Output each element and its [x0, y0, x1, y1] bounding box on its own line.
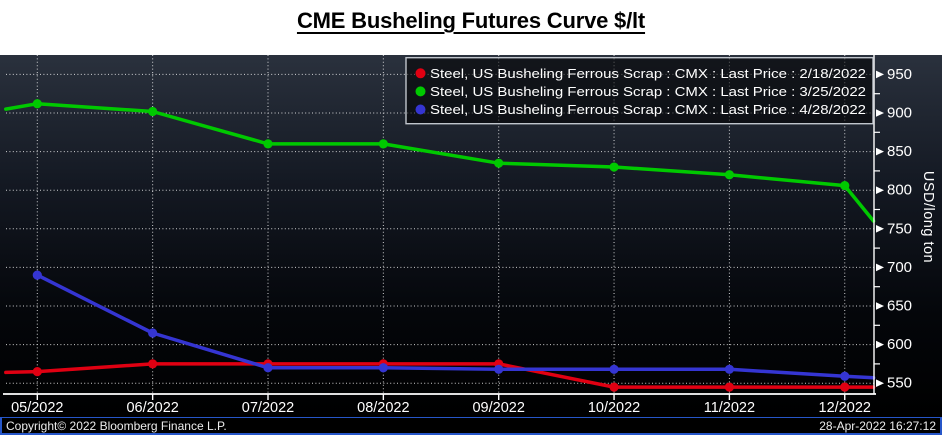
y-tick-label-600: 600: [887, 336, 912, 353]
y-tick-arrow-650: [876, 302, 884, 310]
y-tick-arrow-900: [876, 109, 884, 117]
y-axis-title: USD/long ton: [920, 171, 936, 263]
x-tick-label-12/2022: 12/2022: [819, 400, 871, 416]
data-point-0-06/2022: [148, 359, 158, 369]
axes: [3, 55, 876, 395]
x-tick-label-09/2022: 09/2022: [472, 400, 524, 416]
x-tick-label-07/2022: 07/2022: [242, 400, 294, 416]
legend-item-0[interactable]: Steel, US Busheling Ferrous Scrap : CMX …: [415, 66, 867, 81]
data-point-2-07/2022: [263, 363, 273, 373]
y-tick-arrow-850: [876, 147, 884, 156]
y-tick-label-900: 900: [887, 105, 912, 122]
y-tick-label-700: 700: [887, 259, 912, 276]
data-point-0-12/2022: [840, 382, 850, 392]
y-tick-label-950: 950: [887, 66, 912, 83]
data-point-0-05/2022: [32, 367, 42, 377]
data-point-2-12/2022: [840, 371, 850, 381]
y-tick-arrow-950: [876, 70, 884, 79]
copyright-text: Copyright© 2022 Bloomberg Finance L.P.: [6, 418, 227, 433]
y-tick-arrow-600: [876, 340, 884, 349]
y-tick-label-550: 550: [887, 375, 912, 392]
x-tick-label-06/2022: 06/2022: [126, 400, 178, 416]
series-line-1: [4, 101, 876, 223]
data-point-2-10/2022: [609, 364, 619, 374]
data-point-2-08/2022: [378, 363, 388, 373]
legend: Steel, US Busheling Ferrous Scrap : CMX …: [405, 57, 874, 125]
data-point-1-09/2022: [494, 158, 504, 168]
data-point-1-06/2022: [148, 106, 158, 117]
data-point-2-05/2022: [32, 270, 42, 280]
legend-item-2[interactable]: Steel, US Busheling Ferrous Scrap : CMX …: [415, 102, 867, 117]
series-1: [4, 99, 876, 223]
series-2: [32, 270, 876, 381]
y-tick-label-850: 850: [887, 143, 912, 160]
series-line-0: [4, 362, 876, 389]
legend-box: [405, 57, 874, 125]
y-tick-arrow-700: [876, 263, 884, 272]
y-tick-label-650: 650: [887, 298, 912, 315]
futures-curve-chart: 550 600 650 700 750 800 850 900 950 05/2022 06/202…: [0, 55, 942, 417]
data-point-1-05/2022: [32, 99, 42, 109]
data-point-1-11/2022: [724, 170, 735, 180]
legend-label-1: Steel, US Busheling Ferrous Scrap : CMX …: [430, 84, 866, 99]
data-point-0-11/2022: [724, 382, 735, 392]
legend-label-0: Steel, US Busheling Ferrous Scrap : CMX …: [430, 66, 866, 81]
title-strip: CME Busheling Futures Curve $/lt: [0, 0, 942, 55]
y-tick-label-750: 750: [887, 220, 912, 237]
legend-swatch-icon-1: [415, 86, 426, 97]
chart-title: CME Busheling Futures Curve $/lt: [296, 8, 646, 33]
status-bar: Copyright© 2022 Bloomberg Finance L.P. 2…: [0, 417, 942, 435]
data-point-1-07/2022: [263, 139, 273, 149]
y-tick-label-800: 800: [887, 182, 912, 199]
y-tick-arrow-550: [876, 379, 884, 387]
data-point-2-06/2022: [148, 328, 158, 338]
x-tick-label-10/2022: 10/2022: [588, 400, 640, 416]
legend-item-1[interactable]: Steel, US Busheling Ferrous Scrap : CMX …: [415, 84, 867, 99]
x-tick-label-08/2022: 08/2022: [357, 400, 409, 416]
x-tick-label-05/2022: 05/2022: [11, 400, 63, 416]
x-tick-label-11/2022: 11/2022: [704, 400, 755, 416]
data-point-1-10/2022: [609, 162, 619, 172]
data-point-1-08/2022: [378, 139, 388, 149]
legend-label-2: Steel, US Busheling Ferrous Scrap : CMX …: [430, 102, 866, 117]
data-point-1-12/2022: [840, 180, 850, 191]
timestamp-text: 28-Apr-2022 16:27:12: [819, 418, 936, 433]
data-point-0-10/2022: [609, 382, 619, 392]
legend-swatch-icon-2: [415, 104, 426, 115]
y-tick-arrow-750: [876, 225, 884, 233]
data-point-2-09/2022: [494, 364, 504, 374]
data-point-2-11/2022: [724, 364, 735, 374]
y-tick-arrow-800: [876, 186, 884, 194]
legend-swatch-icon-0: [415, 68, 426, 79]
